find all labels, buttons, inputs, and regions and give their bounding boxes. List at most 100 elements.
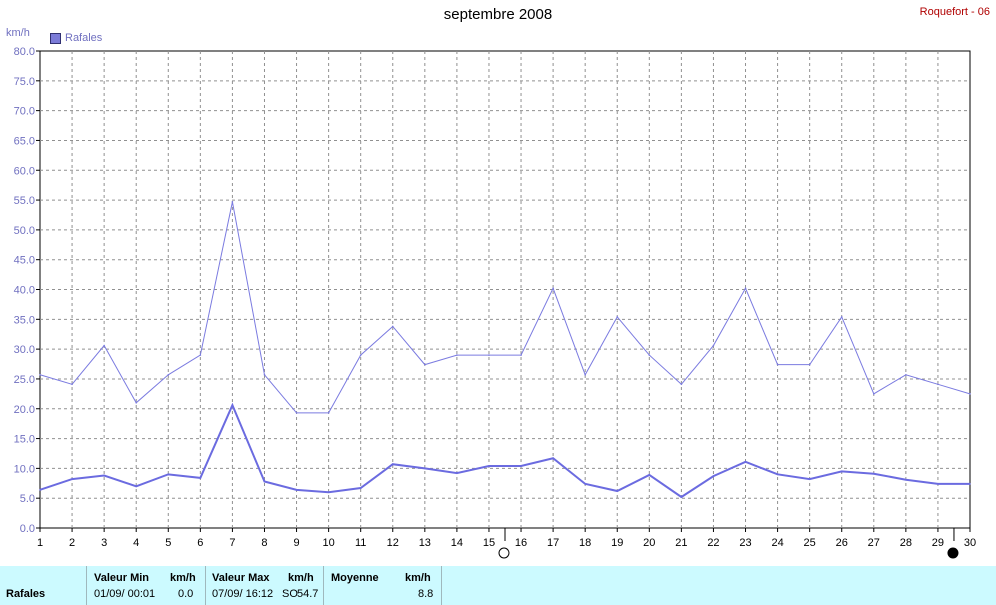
series-2-point (616, 490, 619, 492)
x-tick-label: 13 (419, 537, 431, 549)
series-2-point (39, 489, 41, 491)
rafales-series-line (39, 201, 971, 414)
x-tick-label: 21 (675, 537, 687, 549)
summary-separator (323, 566, 324, 605)
x-tick-label: 18 (579, 537, 591, 549)
avg-header: Moyenne (331, 572, 379, 584)
x-tick-label: 26 (836, 537, 848, 549)
x-tick-label: 27 (868, 537, 880, 549)
x-tick-label: 4 (133, 537, 139, 549)
y-tick-label: 30.0 (14, 344, 35, 356)
x-tick-label: 11 (355, 537, 366, 549)
x-tick-label: 25 (804, 537, 816, 549)
series-2-point (744, 461, 747, 463)
y-tick-label: 5.0 (20, 493, 35, 505)
series-2-point (680, 496, 683, 498)
series-2-point (71, 478, 73, 480)
series-2-point (840, 470, 843, 473)
series-2-point (872, 472, 875, 475)
rafales-point (744, 287, 747, 290)
y-tick-label: 60.0 (14, 165, 35, 177)
rafales-point (327, 412, 330, 414)
series-2-point (391, 463, 394, 466)
max-header: Valeur Max (212, 572, 270, 584)
series-2-point (231, 404, 234, 406)
y-tick-label: 75.0 (14, 76, 35, 88)
rafales-point (295, 412, 298, 414)
rafales-point (584, 373, 586, 376)
new-moon-icon (498, 547, 510, 559)
x-tick-label: 2 (69, 537, 75, 549)
y-tick-label: 45.0 (14, 255, 35, 267)
summary-table: Rafales Valeur Min km/h 01/09/ 00:01 0.0… (0, 566, 996, 605)
series-2-point (424, 467, 426, 470)
y-tick-label: 65.0 (14, 135, 35, 147)
rafales-point (231, 201, 234, 203)
rafales-point (872, 393, 875, 395)
rafales-point (135, 401, 138, 404)
series-2-point (776, 473, 779, 476)
x-tick-label: 10 (322, 537, 334, 549)
rafales-point (616, 316, 619, 318)
y-tick-label: 40.0 (14, 285, 35, 297)
rafales-point (712, 344, 715, 347)
series-2-point (295, 489, 298, 491)
x-tick-label: 12 (387, 537, 399, 549)
summary-separator (205, 566, 206, 605)
rafales-point (969, 393, 971, 395)
max-value: 54.7 (297, 588, 319, 600)
series-2-point (552, 457, 554, 460)
series-2-point (808, 478, 811, 480)
series-2-point (135, 485, 138, 488)
y-tick-label: 20.0 (14, 404, 35, 416)
rafales-point (391, 325, 394, 328)
avg-value: 8.8 (418, 588, 434, 600)
x-tick-label: 30 (964, 537, 976, 549)
summary-separator (441, 566, 442, 605)
y-tick-label: 70.0 (14, 106, 35, 118)
y-axis-unit: km/h (6, 27, 30, 39)
y-tick-label: 15.0 (14, 434, 35, 446)
y-tick-label: 0.0 (20, 523, 35, 535)
series-2-point (584, 483, 586, 485)
x-tick-label: 9 (293, 537, 299, 549)
series-2-point (712, 475, 715, 477)
series-2-point (263, 480, 266, 483)
legend-label: Rafales (65, 32, 103, 44)
x-tick-label: 15 (483, 537, 495, 549)
rafales-point (39, 373, 41, 376)
x-tick-label: 7 (229, 537, 235, 549)
rafales-point (71, 383, 73, 386)
max-datetime: 07/09/ 16:12 (212, 588, 274, 600)
legend-swatch (50, 32, 61, 44)
min-value: 0.0 (178, 588, 194, 600)
rafales-point (167, 373, 170, 376)
x-tick-label: 6 (197, 537, 203, 549)
x-tick-label: 24 (771, 537, 783, 549)
station-name: Roquefort - 06 (919, 6, 990, 18)
chart-title: septembre 2008 (443, 6, 553, 23)
series-2-point (937, 483, 939, 485)
x-tick-label: 28 (900, 537, 912, 549)
x-tick-label: 3 (101, 537, 107, 549)
series-2-point (167, 473, 170, 476)
series-line-2 (39, 402, 970, 499)
series-2-point (969, 483, 971, 485)
rafales-point (520, 354, 522, 356)
y-tick-label: 80.0 (14, 46, 35, 58)
series-2-point (520, 465, 522, 467)
x-tick-label: 1 (37, 537, 43, 549)
series-2-point (488, 465, 490, 467)
max-direction: SO (282, 588, 298, 600)
series-2-point (199, 477, 202, 479)
x-tick-label: 20 (643, 537, 655, 549)
rafales-point (776, 363, 779, 366)
rafales-point (680, 383, 683, 386)
rafales-point (648, 354, 651, 356)
rafales-point (840, 316, 843, 318)
rafales-point (456, 354, 458, 356)
rafales-point (552, 287, 554, 290)
rafales-point (199, 354, 202, 356)
series-2-point (327, 491, 330, 494)
x-tick-label: 14 (451, 537, 463, 549)
